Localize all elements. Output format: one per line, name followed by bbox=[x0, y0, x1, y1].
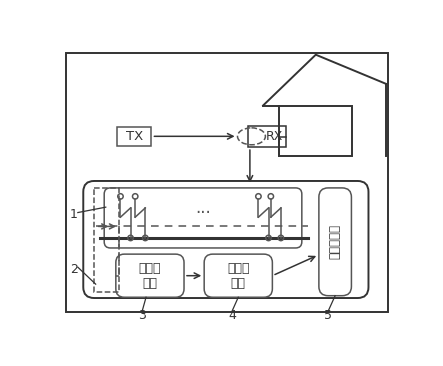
Text: 3: 3 bbox=[138, 309, 146, 322]
Text: 调制解调器: 调制解调器 bbox=[329, 224, 342, 259]
Bar bbox=[279, 105, 352, 156]
Text: 模糊控
制器: 模糊控 制器 bbox=[227, 262, 249, 290]
Text: 2: 2 bbox=[70, 263, 78, 276]
Text: 5: 5 bbox=[324, 309, 332, 322]
Text: 1: 1 bbox=[70, 208, 78, 221]
Text: 智能控
制器: 智能控 制器 bbox=[139, 262, 161, 290]
Bar bbox=[248, 126, 286, 147]
Text: ...: ... bbox=[195, 199, 211, 217]
Text: RX: RX bbox=[266, 130, 283, 143]
Bar bbox=[117, 127, 152, 146]
Text: TX: TX bbox=[126, 130, 143, 143]
Bar bbox=[94, 188, 119, 292]
Text: 4: 4 bbox=[228, 309, 236, 322]
